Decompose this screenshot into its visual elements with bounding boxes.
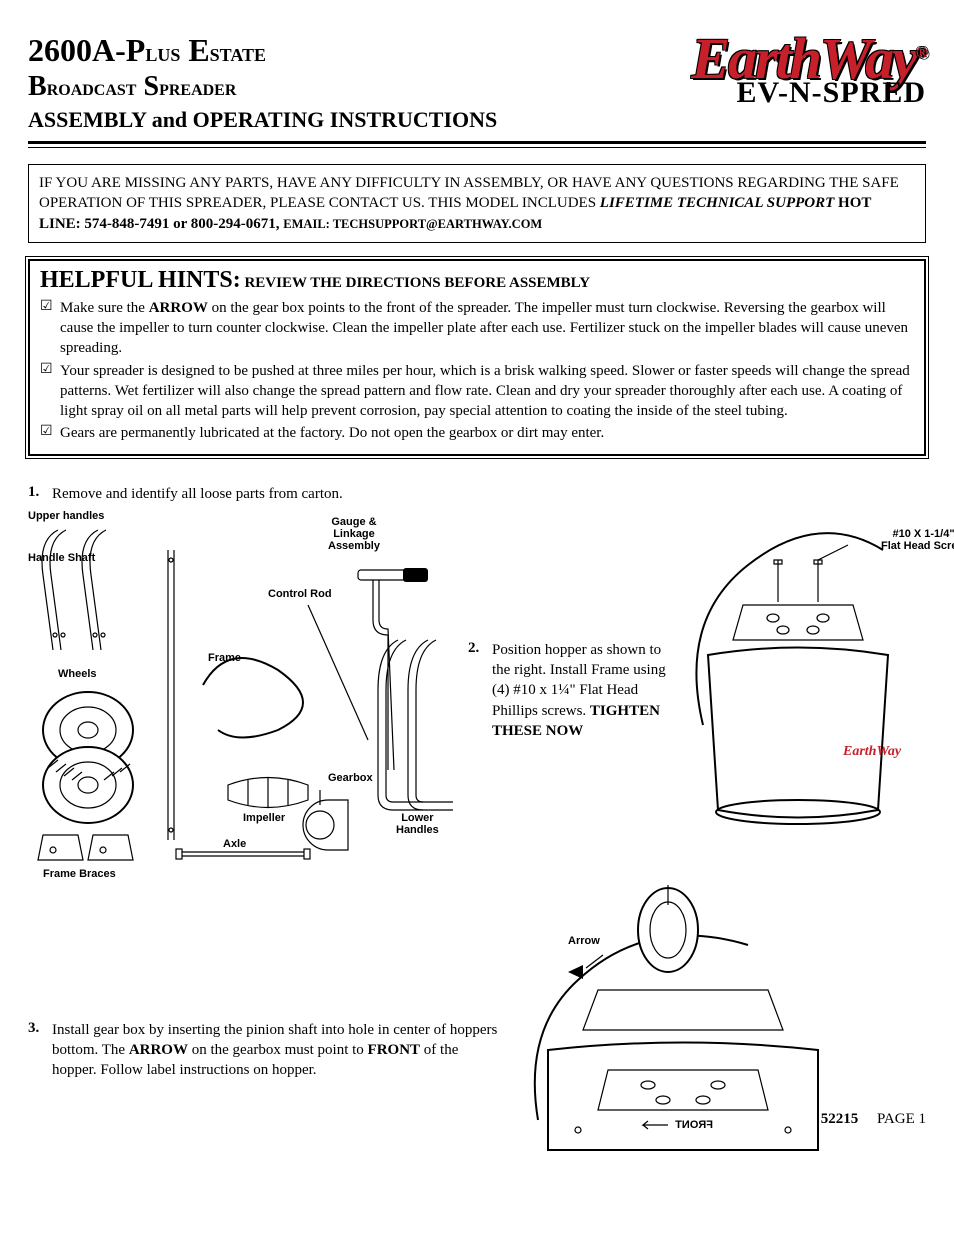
step-1: 1. Remove and identify all loose parts f… — [28, 484, 926, 504]
hints-title-big: HELPFUL HINTS: — [40, 267, 241, 293]
hint-pre: Gears are permanently lubricated at the … — [60, 425, 604, 441]
hints-title: HELPFUL HINTS: REVIEW THE DIRECTIONS BEF… — [40, 267, 914, 294]
s3b2: FRONT — [368, 1042, 421, 1058]
col-right: 2. Position hopper as shown to the right… — [468, 510, 926, 1140]
step-num: 2. — [468, 640, 484, 657]
hints-list: Make sure the ARROW on the gear box poin… — [40, 298, 914, 444]
hopper-svg: EarthWay — [688, 510, 918, 850]
label-upper-handles: Upper handles — [28, 510, 104, 522]
t2a: B — [28, 71, 47, 102]
label-lower-handles: Lower Handles — [396, 812, 439, 836]
label-frame-braces: Frame Braces — [43, 868, 116, 880]
label-axle: Axle — [223, 838, 246, 850]
label-arrow: Arrow — [568, 935, 600, 947]
step-num: 1. — [28, 484, 44, 501]
header-rule — [28, 141, 926, 148]
label-gauge: Gauge & Linkage Assembly — [328, 516, 380, 552]
gearbox-diagram: FRONT Arrow — [468, 860, 898, 1140]
t1d: state — [210, 38, 266, 67]
step-2: 2. Position hopper as shown to the right… — [468, 640, 678, 741]
step-3: 3. Install gear box by inserting the pin… — [28, 1020, 498, 1081]
t2d: preader — [159, 75, 236, 100]
hints-title-rest: REVIEW THE DIRECTIONS BEFORE ASSEMBLY — [241, 275, 590, 291]
logo-reg: ® — [916, 45, 926, 62]
s3c: on the gearbox must point to — [188, 1042, 368, 1058]
hopper-diagram: EarthWay #10 X 1-1/4" Flat Head Screw — [688, 510, 926, 850]
support-box: IF YOU ARE MISSING ANY PARTS, HAVE ANY D… — [28, 164, 926, 243]
label-screw: #10 X 1-1/4" Flat Head Screw — [881, 528, 954, 552]
t1a: 2600A-P — [28, 32, 145, 68]
hint-pre: Make sure the — [60, 300, 149, 316]
step-text: Remove and identify all loose parts from… — [52, 484, 343, 504]
hint-item: Your spreader is designed to be pushed a… — [60, 361, 914, 422]
title-line-2: Broadcast Spreader — [28, 71, 628, 103]
parts-svg — [28, 510, 458, 890]
hint-b: ARROW — [149, 300, 208, 316]
hint-pre: Your spreader is designed to be pushed a… — [60, 363, 910, 420]
step-text: Position hopper as shown to the right. I… — [492, 640, 678, 741]
svg-text:FRONT: FRONT — [675, 1119, 713, 1131]
label-impeller: Impeller — [243, 812, 285, 824]
parts-diagram: Upper handles Handle Shaft Gauge & Linka… — [28, 510, 458, 890]
label-control-rod: Control Rod — [268, 588, 332, 600]
header: 2600A-Plus Estate Broadcast Spreader ASS… — [28, 32, 926, 133]
earthway-logo: EarthWay® EV-N-SPRED — [691, 36, 926, 110]
support-email: EMAIL: TECHSUPPORT@EARTHWAY.COM — [283, 217, 542, 231]
hint-item: Gears are permanently lubricated at the … — [60, 423, 914, 443]
support-bi: LIFETIME TECHNICAL SUPPORT — [600, 195, 834, 211]
title-block: 2600A-Plus Estate Broadcast Spreader ASS… — [28, 32, 628, 133]
t1b: lus — [145, 38, 180, 67]
t2b: roadcast — [47, 75, 137, 100]
label-gearbox: Gearbox — [328, 772, 373, 784]
label-wheels: Wheels — [58, 668, 97, 680]
svg-text:EarthWay: EarthWay — [842, 744, 902, 759]
title-line-1: 2600A-Plus Estate — [28, 32, 628, 69]
t1c: E — [180, 32, 209, 68]
step-text: Install gear box by inserting the pinion… — [52, 1020, 498, 1081]
step-num: 3. — [28, 1020, 44, 1037]
t2c: S — [136, 71, 159, 102]
s3b1: ARROW — [129, 1042, 188, 1058]
label-handle-shaft: Handle Shaft — [28, 552, 95, 564]
hint-item: Make sure the ARROW on the gear box poin… — [60, 298, 914, 359]
gearbox-svg: FRONT — [468, 860, 898, 1160]
title-line-3: ASSEMBLY and OPERATING INSTRUCTIONS — [28, 107, 628, 133]
label-frame: Frame — [208, 652, 241, 664]
hints-box: HELPFUL HINTS: REVIEW THE DIRECTIONS BEF… — [28, 259, 926, 456]
